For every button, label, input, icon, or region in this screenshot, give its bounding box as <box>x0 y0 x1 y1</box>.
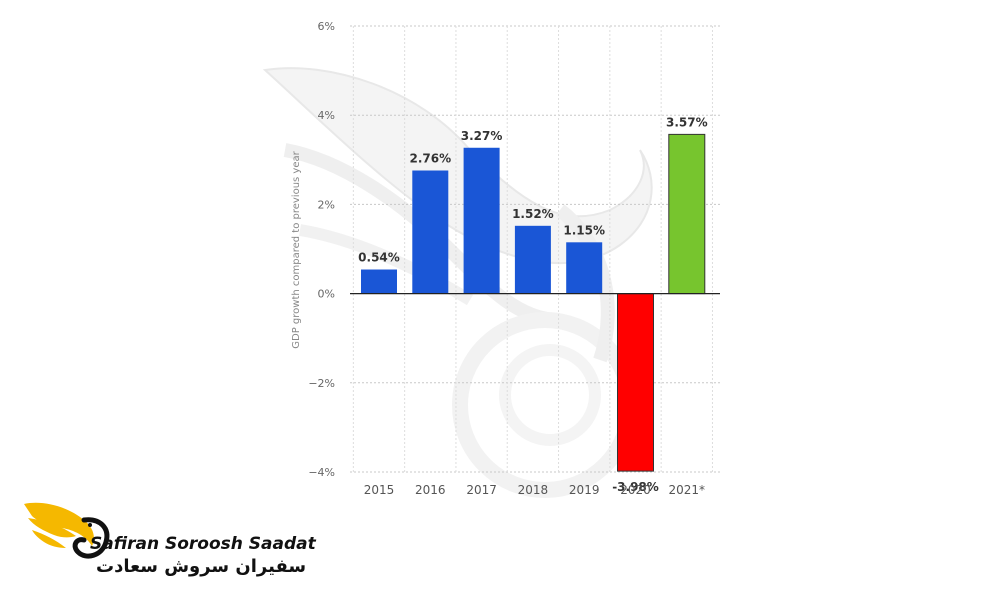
x-tick-label: 2016 <box>415 483 446 497</box>
y-tick-label: 2% <box>318 198 335 211</box>
bar <box>463 147 500 294</box>
y-tick-label: 0% <box>318 288 335 301</box>
bar <box>566 242 603 294</box>
x-tick-label: 2015 <box>364 483 395 497</box>
y-tick-label: −4% <box>308 466 335 479</box>
grid-lines <box>350 25 720 473</box>
bar <box>361 269 397 294</box>
y-axis-ticks: 6% 4% 2% 0% −2% −4% <box>308 20 335 479</box>
y-tick-label: 6% <box>318 20 335 33</box>
x-tick-label: 2018 <box>518 483 549 497</box>
data-label: 0.54% <box>358 251 400 265</box>
y-tick-label: −2% <box>308 377 335 390</box>
bar <box>412 170 449 294</box>
x-tick-label: 2017 <box>466 483 497 497</box>
data-label: 1.15% <box>563 223 605 237</box>
x-tick-label: 2019 <box>569 483 600 497</box>
data-label: 3.57% <box>666 115 708 129</box>
brand-name-fa: سفیران سروش سعادت <box>96 556 307 577</box>
data-label: 3.27% <box>461 129 503 143</box>
bars <box>361 133 706 472</box>
data-labels: 0.54% 2.76% 3.27% 1.52% 1.15% -3.98% 3.57% <box>358 115 707 494</box>
bar <box>617 293 654 472</box>
brand-name-en: Safiran Soroosh Saadat <box>90 534 316 554</box>
data-label: -3.98% <box>612 480 659 494</box>
data-label: 2.76% <box>409 152 451 166</box>
y-tick-label: 4% <box>318 109 335 122</box>
y-axis-label: GDP growth compared to previous year <box>291 150 302 348</box>
x-axis-ticks: 2015 2016 2017 2018 2019 2020 2021* <box>364 483 705 497</box>
x-tick-label: 2021* <box>669 483 706 497</box>
bar <box>668 133 706 295</box>
logo-icon <box>24 502 110 559</box>
x-tick-label: 2020 <box>620 483 651 497</box>
bar <box>514 225 551 294</box>
data-label: 1.52% <box>512 207 554 221</box>
